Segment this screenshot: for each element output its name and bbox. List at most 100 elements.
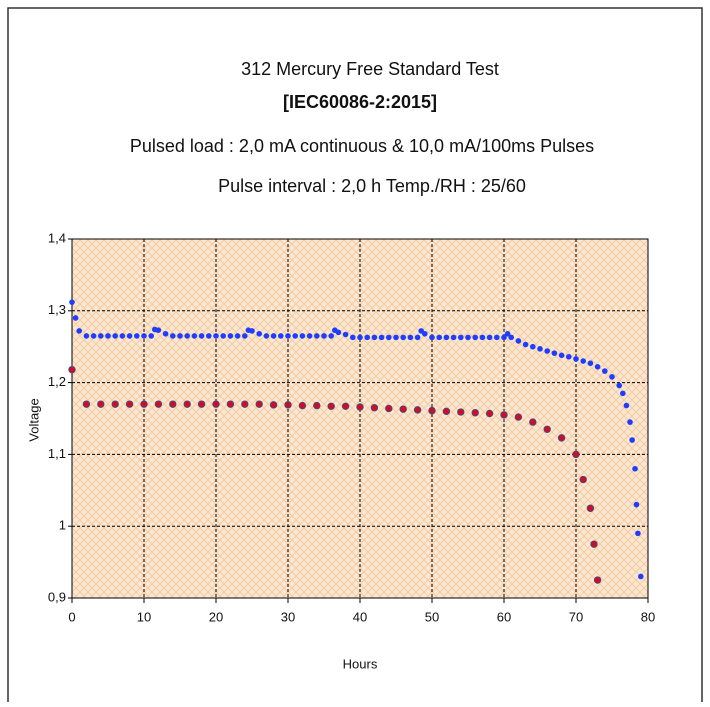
- frame: [7, 7, 703, 707]
- data-point: [457, 408, 465, 416]
- data-point: [82, 400, 91, 408]
- subtitle: Pulsed load : 2,0 mA continuous & 10,0 m…: [130, 136, 594, 156]
- y-tick-label: 0,9: [48, 589, 66, 604]
- data-point: [126, 333, 133, 339]
- data-point: [436, 334, 443, 341]
- data-point: [270, 333, 277, 339]
- data-point: [327, 402, 335, 410]
- data-point: [471, 409, 479, 417]
- data-point: [177, 333, 183, 339]
- data-point: [148, 333, 154, 339]
- data-point: [299, 333, 306, 339]
- data-point: [407, 334, 414, 341]
- data-point: [544, 348, 550, 354]
- data-point: [587, 360, 594, 367]
- data-point: [566, 353, 572, 360]
- data-point: [313, 401, 321, 410]
- data-point: [494, 334, 500, 341]
- chart-title: 312 Mercury Free Standard Test: [241, 59, 499, 79]
- data-point: [529, 418, 537, 426]
- data-point: [169, 400, 177, 408]
- x-tick-label: 50: [425, 609, 439, 624]
- data-point: [140, 400, 148, 408]
- y-tick-label: 1,2: [48, 374, 66, 389]
- data-point: [594, 364, 601, 370]
- data-point: [170, 333, 176, 339]
- data-point: [629, 437, 635, 443]
- data-point: [479, 334, 486, 341]
- data-point: [413, 406, 422, 414]
- y-tick-label: 1,3: [48, 302, 66, 317]
- data-point: [370, 404, 379, 412]
- data-point: [508, 334, 514, 341]
- y-axis-label: Voltage: [26, 398, 41, 441]
- data-point: [501, 334, 507, 341]
- data-point: [197, 400, 206, 408]
- data-point: [580, 358, 586, 364]
- data-point: [162, 330, 169, 337]
- data-point: [586, 504, 595, 512]
- data-point: [399, 405, 407, 413]
- x-tick-label: 30: [281, 609, 295, 624]
- data-point: [558, 352, 565, 359]
- data-point: [485, 409, 494, 418]
- data-point: [458, 334, 464, 341]
- data-point: [602, 368, 608, 374]
- data-point: [573, 356, 579, 362]
- data-point: [76, 328, 82, 334]
- data-point: [609, 374, 615, 380]
- data-point: [97, 400, 105, 408]
- data-point: [514, 413, 523, 421]
- data-point: [500, 411, 508, 419]
- data-point: [579, 475, 587, 484]
- data-point: [105, 333, 111, 339]
- data-point: [269, 401, 278, 409]
- data-point: [134, 333, 140, 339]
- data-point: [141, 333, 147, 339]
- x-tick-label: 20: [209, 609, 223, 624]
- data-point: [429, 334, 435, 341]
- data-point: [342, 331, 349, 338]
- data-point: [154, 400, 163, 408]
- data-point: [522, 341, 529, 348]
- data-point: [465, 334, 471, 341]
- data-point: [98, 333, 104, 339]
- x-tick-label: 60: [497, 609, 511, 624]
- x-tick-label: 80: [641, 609, 655, 624]
- y-tick-label: 1,4: [48, 230, 66, 245]
- data-point: [212, 400, 220, 408]
- data-point: [543, 425, 551, 433]
- data-point: [111, 400, 119, 408]
- data-point: [191, 333, 198, 339]
- data-point: [256, 330, 263, 337]
- data-point: [119, 333, 126, 339]
- data-point: [515, 338, 522, 344]
- data-point: [241, 400, 249, 408]
- data-point: [357, 334, 363, 341]
- data-point: [620, 390, 626, 397]
- data-point: [472, 334, 479, 341]
- data-point: [83, 333, 90, 339]
- data-point: [227, 333, 234, 339]
- data-point: [623, 402, 630, 409]
- y-tick-label: 1,1: [48, 446, 66, 461]
- data-point: [234, 333, 241, 339]
- data-point: [442, 407, 451, 416]
- data-point: [422, 330, 428, 337]
- data-point: [530, 343, 536, 350]
- x-tick-label: 0: [68, 609, 75, 624]
- data-point: [321, 333, 327, 339]
- data-point: [206, 333, 212, 339]
- data-point: [593, 576, 602, 584]
- data-point: [183, 400, 191, 408]
- data-point: [386, 334, 392, 341]
- data-point: [112, 333, 118, 339]
- data-point: [90, 333, 97, 339]
- data-point: [616, 382, 622, 389]
- data-point: [378, 334, 385, 341]
- data-point: [450, 334, 457, 341]
- data-point: [385, 404, 393, 413]
- data-point: [242, 333, 248, 339]
- data-point: [443, 334, 450, 341]
- data-point: [314, 333, 320, 339]
